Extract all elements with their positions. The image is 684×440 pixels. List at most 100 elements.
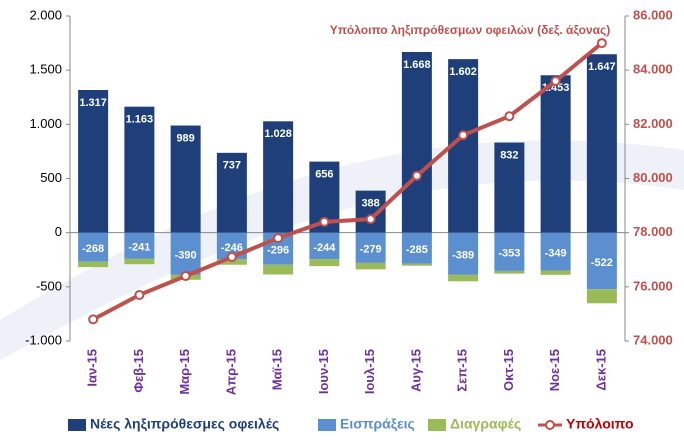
- y-tick-label: -1.000: [25, 332, 62, 347]
- line-marker: [319, 216, 330, 227]
- data-label: 1.163: [126, 114, 154, 126]
- x-tick-label: Σεπ-15: [455, 349, 470, 392]
- legend-swatch: [318, 419, 336, 431]
- bar: [586, 289, 617, 304]
- bar: [540, 270, 571, 275]
- data-label: -246: [221, 242, 243, 254]
- y-tick-label: 0: [55, 224, 62, 239]
- bar: [494, 142, 525, 233]
- line-marker: [88, 314, 99, 325]
- legend-label: Νέες ληξιπρόθεσμες οφειλές: [90, 416, 279, 432]
- y2-tick-label: 78.000: [633, 224, 673, 239]
- legend-marker: [545, 420, 555, 430]
- y2-tick-label: 76.000: [633, 278, 673, 293]
- data-label: -522: [591, 257, 613, 269]
- bar: [448, 274, 479, 282]
- data-label: 1.668: [403, 59, 431, 71]
- y2-tick-label: 86.000: [633, 7, 673, 22]
- data-label: -296: [267, 245, 289, 257]
- x-tick-label: Δεκ-15: [593, 349, 608, 391]
- bar: [124, 258, 155, 265]
- data-label: -241: [128, 242, 150, 254]
- y-tick-label: 1.000: [29, 116, 62, 131]
- data-label: -349: [545, 247, 567, 259]
- y-tick-label: -500: [36, 278, 62, 293]
- bar: [401, 232, 432, 264]
- bar: [401, 51, 432, 233]
- bar: [309, 259, 340, 267]
- data-label: 1.647: [588, 61, 616, 73]
- line-marker: [226, 252, 237, 263]
- x-tick-label: Ιουν-15: [316, 349, 331, 394]
- line-marker: [134, 289, 145, 300]
- bar: [540, 75, 571, 233]
- bar: [494, 232, 525, 271]
- data-label: -285: [406, 244, 428, 256]
- y2-tick-label: 74.000: [633, 332, 673, 347]
- x-tick-label: Ιουλ-15: [362, 349, 377, 394]
- bar: [124, 106, 155, 233]
- data-label: 388: [361, 198, 379, 210]
- bar: [78, 261, 109, 268]
- bar: [448, 232, 479, 275]
- legend-label: Υπόλοιπο: [566, 416, 634, 432]
- line-marker: [550, 76, 561, 86]
- y2-tick-label: 80.000: [633, 170, 673, 185]
- bar: [78, 232, 109, 262]
- data-label: 656: [315, 169, 333, 181]
- bar: [170, 232, 201, 275]
- line-marker: [365, 214, 376, 225]
- y2-tick-label: 84.000: [633, 62, 673, 77]
- line-marker: [411, 170, 422, 181]
- bar: [586, 54, 617, 233]
- bar: [170, 125, 201, 233]
- line-marker: [180, 271, 191, 281]
- data-label: 1.602: [449, 66, 477, 78]
- bar: [263, 121, 294, 233]
- bar: [309, 232, 340, 260]
- line: [92, 41, 604, 322]
- data-label: -268: [82, 243, 104, 255]
- data-label: -390: [175, 250, 197, 262]
- annotation: Υπόλοιπο ληξιπρόθεσμων οφειλών (δεξ. άξο…: [330, 23, 611, 37]
- line-marker: [273, 233, 284, 244]
- x-tick-label: Ιαν-15: [85, 349, 100, 387]
- bar: [263, 264, 294, 275]
- data-label: 1.028: [264, 128, 292, 140]
- x-tick-label: Μαϊ-15: [270, 349, 285, 390]
- y2-tick-label: 82.000: [633, 116, 673, 131]
- bar: [124, 232, 155, 259]
- data-label: -279: [360, 244, 382, 256]
- data-label: 737: [223, 160, 241, 172]
- bar: [401, 263, 432, 266]
- legend-swatch: [68, 419, 86, 431]
- x-tick-label: Νοε-15: [547, 349, 562, 391]
- data-label: -244: [313, 242, 336, 254]
- bar: [216, 152, 247, 233]
- bar: [494, 270, 525, 274]
- data-label: 989: [176, 132, 194, 144]
- y-tick-label: 500: [40, 170, 62, 185]
- data-label: 832: [500, 149, 518, 161]
- bar: [355, 262, 386, 270]
- data-label: -389: [452, 250, 474, 262]
- legend-swatch: [428, 419, 446, 431]
- line-marker: [596, 38, 607, 49]
- line-marker: [504, 111, 515, 122]
- bar: [355, 232, 386, 263]
- bar: [540, 232, 571, 271]
- bar: [78, 89, 109, 233]
- legend-label: Διαγραφές: [450, 416, 521, 432]
- x-tick-label: Απρ-15: [223, 349, 238, 395]
- bar: [586, 232, 617, 290]
- data-label: -353: [498, 248, 520, 260]
- y-tick-label: 1.500: [29, 62, 62, 77]
- x-tick-label: Αυγ-15: [408, 349, 423, 392]
- x-tick-label: Φεβ-15: [131, 349, 146, 393]
- legend-label: Εισπράξεις: [340, 416, 415, 432]
- data-label: 1.317: [79, 97, 107, 109]
- x-tick-label: Οκτ-15: [501, 349, 516, 391]
- y-tick-label: 2.000: [29, 7, 62, 22]
- line-marker: [458, 130, 469, 141]
